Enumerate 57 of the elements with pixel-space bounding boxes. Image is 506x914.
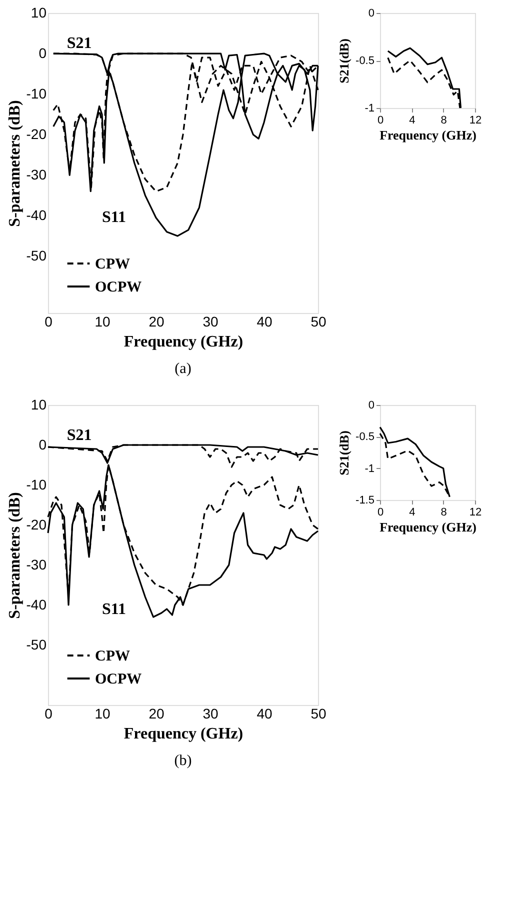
y-tick-label: 0 — [368, 8, 374, 20]
x-tick-label: 20 — [148, 706, 164, 722]
y-tick-label: 0 — [38, 436, 47, 452]
y-tick-label: -1 — [364, 462, 374, 475]
annotation: S21 — [66, 35, 92, 52]
x-axis-title: Frequency (GHz) — [380, 520, 476, 534]
y-axis-title: S-parameters (dB) — [6, 492, 24, 619]
x-tick-label: 10 — [94, 706, 110, 722]
x-tick-label: 10 — [94, 314, 110, 330]
y-axis-title: S21(dB) — [336, 430, 352, 476]
y-tick-label: -10 — [26, 476, 47, 492]
y-tick-label: -1 — [364, 102, 374, 114]
x-tick-label: 4 — [409, 506, 416, 518]
y-tick-label: -40 — [26, 207, 47, 224]
y-tick-label: 10 — [30, 396, 47, 412]
x-axis-title: Frequency (GHz) — [380, 128, 476, 142]
x-tick-label: 8 — [440, 114, 447, 126]
y-tick-label: -10 — [26, 86, 47, 102]
x-axis-title: Frequency (GHz) — [124, 726, 244, 742]
legend-label: OCPW — [95, 280, 142, 296]
y-axis-title: S21(dB) — [336, 38, 352, 84]
x-tick-label: 50 — [310, 706, 326, 722]
legend-label: CPW — [95, 256, 130, 272]
x-axis-title: Frequency (GHz) — [124, 334, 244, 350]
y-tick-label: 0 — [38, 45, 47, 62]
annotation: S11 — [102, 209, 126, 226]
legend-label: OCPW — [95, 672, 142, 688]
y-tick-label: -50 — [26, 636, 47, 652]
x-tick-label: 12 — [469, 506, 482, 518]
annotation: S11 — [102, 601, 126, 618]
x-tick-label: 40 — [256, 314, 272, 330]
y-tick-label: -30 — [26, 166, 47, 183]
x-tick-label: 0 — [377, 506, 384, 518]
y-tick-label: -20 — [26, 516, 47, 532]
y-tick-label: 0 — [368, 400, 374, 412]
y-tick-label: -0.5 — [356, 431, 374, 444]
x-tick-label: 12 — [469, 114, 482, 126]
x-tick-label: 4 — [409, 114, 416, 126]
y-tick-label: -1.5 — [356, 494, 374, 506]
text: (a) — [174, 361, 192, 377]
y-tick-label: -30 — [26, 556, 47, 572]
legend-label: CPW — [95, 648, 130, 664]
x-tick-label: 30 — [202, 314, 218, 330]
y-tick-label: 10 — [30, 4, 47, 20]
x-tick-label: 40 — [256, 706, 272, 722]
x-tick-label: 0 — [377, 114, 384, 126]
annotation: S21 — [66, 427, 92, 444]
y-tick-label: -50 — [26, 248, 47, 264]
x-tick-label: 20 — [148, 314, 164, 330]
y-tick-label: -40 — [26, 596, 47, 612]
y-tick-label: -0.5 — [356, 55, 374, 67]
text: (b) — [174, 753, 192, 769]
y-tick-label: -20 — [26, 126, 47, 142]
y-axis-title: S-parameters (dB) — [6, 100, 24, 227]
x-tick-label: 8 — [440, 506, 447, 518]
x-tick-label: 30 — [202, 706, 218, 722]
x-tick-label: 50 — [310, 314, 326, 330]
